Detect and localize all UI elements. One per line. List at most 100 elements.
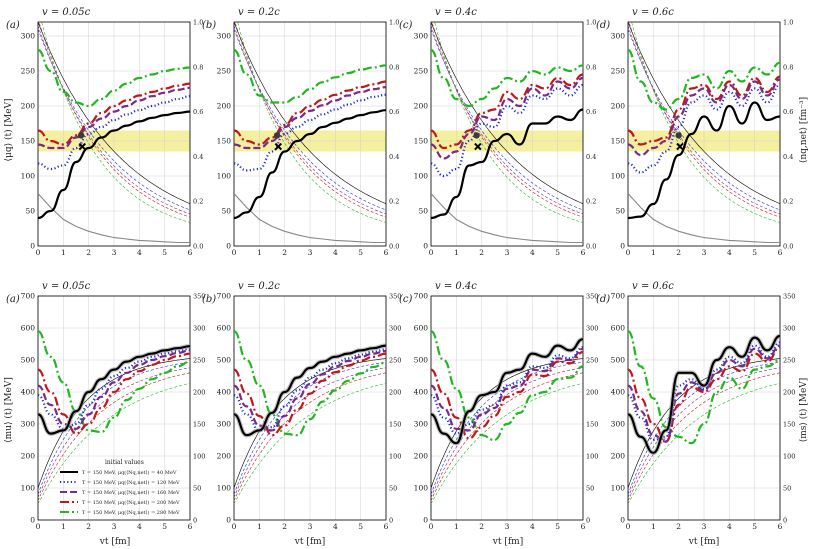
y-tick-label: 500 — [611, 356, 626, 365]
y-tick-label: 50 — [25, 207, 35, 216]
y-tick-label: 300 — [611, 32, 626, 41]
marker-cross — [274, 142, 283, 151]
y2-tick-label: 0.8 — [193, 63, 203, 71]
xlabel: vt [fm] — [688, 537, 719, 547]
x-tick-label: 0 — [232, 522, 237, 531]
series-line — [431, 330, 583, 442]
plot-frame — [627, 21, 781, 247]
y-tick-label: 150 — [21, 137, 36, 146]
y2-tick-label: 1.0 — [783, 19, 793, 27]
y-tick-label: 50 — [221, 207, 231, 216]
y2-tick-label: 0.2 — [783, 198, 793, 206]
chart-panel: 0 1 2 3 4 5 6010020030040050060070005010015020… — [6, 281, 205, 531]
x-tick-label: 5 — [752, 248, 757, 257]
series-line — [38, 86, 190, 150]
x-tick-label: 6 — [581, 248, 586, 257]
series-thin-line — [431, 361, 583, 495]
panel-title: v = 0.05c — [42, 281, 91, 292]
chart-panel: 0 1 2 3 4 5 6 0 50 100 150 200 250 300 0.0 0.2 0.4 0.6 0.8… — [202, 7, 399, 257]
plot-frame — [430, 295, 584, 521]
y2-tick-label: 250 — [193, 357, 205, 365]
x-tick-label: 3 — [112, 522, 117, 531]
x-tick-label: 1 — [454, 248, 459, 257]
y2-tick-label: 300 — [193, 325, 205, 333]
series-line — [431, 346, 583, 435]
x-tick-label: 0 — [429, 248, 434, 257]
series-thin-line — [628, 22, 780, 218]
x-tick-label: 1 — [257, 522, 262, 531]
x-tick-label: 4 — [727, 522, 732, 531]
x-tick-label: 1 — [454, 522, 459, 531]
y2-tick-label: 1.0 — [389, 19, 399, 27]
x-tick-label: 4 — [137, 522, 142, 531]
x-tick-label: 2 — [479, 248, 484, 257]
y2-tick-label: 0.6 — [389, 108, 399, 116]
y2-tick-label: 100 — [783, 453, 795, 461]
x-tick-label: 4 — [333, 248, 338, 257]
y2-tick-label: 0.4 — [783, 153, 793, 161]
series-line — [234, 352, 386, 437]
y2-tick-label: 0.2 — [193, 198, 203, 206]
y-tick-label: 600 — [217, 324, 232, 333]
y2-tick-label: 300 — [783, 325, 795, 333]
y-tick-label: 200 — [611, 102, 626, 111]
y-tick-label: 400 — [217, 388, 232, 397]
y-tick-label: 0 — [30, 516, 35, 525]
x-tick-label: 2 — [676, 248, 681, 257]
y-tick-label: 400 — [414, 388, 429, 397]
series-thin-line — [38, 383, 190, 505]
y2-tick-label: 200 — [389, 389, 401, 397]
y2-tick-label: 150 — [193, 421, 205, 429]
y-tick-label: 50 — [418, 207, 428, 216]
y2-tick-label: 250 — [783, 357, 795, 365]
y2-tick-label: 200 — [193, 389, 205, 397]
y-tick-label: 200 — [414, 102, 429, 111]
panel-title: v = 0.4c — [435, 7, 477, 18]
xlabel: vt [fm] — [294, 537, 325, 547]
chart-panel: 0 1 2 3 4 5 6010020030040050060070005010015020… — [202, 281, 401, 531]
y2-tick-label: 1.0 — [586, 19, 596, 27]
data-layer — [628, 330, 780, 505]
y-tick-label: 250 — [611, 67, 626, 76]
y-tick-label: 200 — [217, 452, 232, 461]
x-tick-label: 1 — [61, 522, 66, 531]
data-layer — [38, 22, 190, 244]
y2-tick-label: 0.2 — [586, 198, 596, 206]
x-tick-label: 0 — [232, 248, 237, 257]
y-tick-label: 100 — [217, 172, 232, 181]
y2-tick-label: 0.4 — [389, 153, 399, 161]
y-tick-label: 150 — [414, 137, 429, 146]
y2-tick-label: 150 — [586, 421, 598, 429]
series-thin-line — [41, 22, 190, 223]
panel-letter: (a) — [6, 294, 20, 305]
chart-panel: 0 1 2 3 4 5 6 0 50 100 150 200 250 300 0.0 0.2 0.4 0.6 0.8… — [399, 7, 596, 257]
y-tick-label: 700 — [414, 292, 429, 301]
y-tick-label: 100 — [611, 172, 626, 181]
series-thin-line — [628, 367, 780, 498]
y-tick-label: 400 — [611, 388, 626, 397]
panel-title: v = 0.6c — [632, 7, 674, 18]
y-tick-label: 300 — [217, 420, 232, 429]
series-line — [628, 83, 780, 174]
y-tick-label: 0 — [620, 242, 625, 251]
series-thin-line — [38, 22, 190, 218]
marker-circle — [675, 132, 682, 139]
series-thin-line — [434, 22, 583, 223]
legend-entry: T = 150 MeV, μq(⟨Nq,net⟩) = 200 MeV — [82, 499, 180, 506]
plot-frame — [37, 21, 191, 247]
y-tick-label: 600 — [414, 324, 429, 333]
y2-tick-label: 0 — [783, 517, 787, 525]
series-line — [234, 48, 386, 104]
y-tick-label: 50 — [615, 207, 625, 216]
panel-letter: (d) — [596, 20, 610, 31]
series-thin-line — [431, 25, 583, 215]
y2-tick-label: 0.4 — [586, 153, 596, 161]
series-line — [38, 48, 190, 108]
y2-tick-label: 250 — [389, 357, 401, 365]
y2-tick-label: 0.6 — [193, 108, 203, 116]
y-tick-label: 300 — [217, 32, 232, 41]
x-tick-label: 1 — [61, 248, 66, 257]
series-line — [38, 82, 190, 146]
y2-tick-label: 0 — [389, 517, 393, 525]
xlabel: vt [fm] — [99, 537, 130, 547]
